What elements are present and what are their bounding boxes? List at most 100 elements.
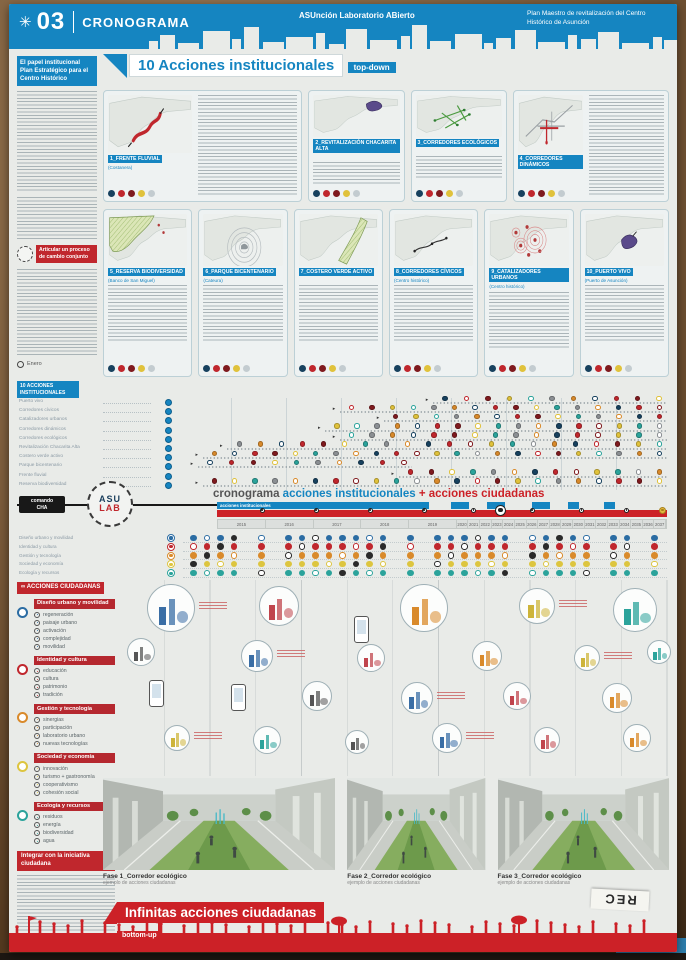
- legend-item: energía: [34, 821, 115, 829]
- gantt-node-icon: [434, 478, 440, 484]
- gantt-row-label: Costero verde activo: [19, 454, 63, 460]
- gantt-row-label: Corredores cívicos: [19, 408, 59, 414]
- legend-item-icon: [34, 814, 40, 821]
- gantt-row-label: Reserva biodiversidad: [19, 481, 67, 487]
- leader-line: [103, 439, 151, 441]
- year-label: 2017: [314, 520, 362, 528]
- gantt-node-icon: [362, 441, 368, 447]
- category-dot-icon: [413, 365, 421, 372]
- category-dot-icon: [323, 190, 331, 197]
- sidebar-badge-label: Articular un proceso de cambio conjunto: [36, 245, 97, 263]
- timeline-node-icon: [259, 507, 265, 513]
- gantt-node-icon: [369, 432, 375, 438]
- action-card-text: [198, 95, 298, 197]
- citizen-action-bubble: [503, 682, 531, 710]
- title-arrow-icon: [103, 902, 117, 924]
- gantt-node-icon: [348, 432, 355, 438]
- year-label: 2021: [469, 520, 480, 528]
- category-dot-icon: [325, 534, 333, 541]
- poster: ✳ 03 CRONOGRAMA ASUnción Laboratorio ABi…: [9, 4, 677, 952]
- gantt-node-icon: [635, 441, 641, 447]
- gantt-node-icon: [495, 423, 501, 429]
- legend-item-icon: [34, 668, 40, 675]
- person-silhouette: [563, 923, 567, 933]
- gantt-node-icon: [575, 413, 582, 420]
- gantt-node-icon: [656, 441, 662, 447]
- gantt-node-icon: [574, 432, 581, 438]
- category-dot-icon: [537, 190, 545, 197]
- category-lead-icon: [17, 663, 28, 675]
- legend-sidebar: ∞ ACCIONES CIUDADANAS Diseño urbano y mo…: [17, 582, 115, 952]
- year-label: 2018: [361, 520, 409, 528]
- legend-item-icon: [34, 732, 40, 739]
- person-silhouette: [591, 920, 595, 933]
- category-dot-icon: [447, 569, 455, 577]
- gantt-node-icon: [492, 404, 499, 411]
- year-label: 2028: [550, 520, 562, 528]
- category-dot-icon: [610, 543, 617, 550]
- gantt-node-icon: [596, 478, 602, 484]
- leader-line: [103, 421, 151, 423]
- category-dot-icon: [190, 552, 197, 559]
- gantt-row-label: Corredores dinámicos: [19, 426, 66, 432]
- category-dot-icon: [190, 543, 197, 550]
- gantt-node-icon: [299, 441, 305, 447]
- street-render-image: [347, 778, 486, 870]
- action-card-label: 8_CORREDORES CÍVICOS: [393, 268, 464, 277]
- citizen-action-bubble: [602, 683, 632, 713]
- category-dot-icon: [447, 560, 455, 568]
- year-label: 2037: [655, 520, 666, 528]
- gantt-node-icon: [488, 441, 494, 447]
- category-dot-icon: [258, 569, 265, 577]
- category-dot-icon: [298, 552, 306, 559]
- leader-line: [103, 403, 151, 404]
- category-dot-icon: [339, 552, 346, 559]
- citizen-action-bubble: [534, 727, 560, 753]
- category-track: [183, 543, 667, 552]
- gantt-node-icon: [528, 395, 534, 401]
- sidebar-paragraph: [17, 197, 97, 240]
- gantt-node-icon: [474, 478, 481, 484]
- category-dot-icon: [651, 569, 658, 577]
- gantt-node-icon: [494, 478, 501, 484]
- action-card-label: 5_RESERVA BIODIVERSIDAD: [108, 268, 185, 277]
- category-dot-icon: [614, 365, 622, 372]
- street-render-image: [103, 778, 336, 870]
- infinite-actions-badge: ∞ ACCIONES CIUDADANAS: [17, 582, 105, 594]
- category-lead-icon: [167, 569, 175, 578]
- comando-label: comando: [30, 498, 54, 504]
- category-dot-icon: [298, 365, 306, 372]
- category-dot-icon: [312, 534, 319, 541]
- category-dot-icon: [542, 534, 550, 541]
- gantt-node-icon: [373, 478, 380, 484]
- category-dot-icon: [258, 534, 265, 541]
- category-dot-icon: [318, 365, 326, 372]
- category-dot-icon: [379, 534, 387, 541]
- category-dot-icon: [203, 560, 211, 568]
- category-track: [183, 552, 667, 561]
- legend-item-label: participación: [43, 724, 73, 731]
- legend-item-label: agua: [43, 838, 55, 845]
- category-dot-icon: [547, 190, 555, 197]
- gantt-node-icon: [211, 450, 218, 457]
- institutional-actions-bar: acciones institucionales: [217, 502, 429, 509]
- gantt-node-icon: [333, 478, 339, 484]
- gantt-node-icon: [552, 469, 559, 475]
- legend-item-icon: [34, 822, 40, 829]
- category-dot-icon: [651, 560, 658, 568]
- gantt-node-icon: [333, 450, 339, 457]
- category-dot-icons: [313, 190, 399, 197]
- gantt-node-icon: [414, 423, 421, 429]
- gantt-node-icon: [533, 432, 540, 438]
- person-silhouette: [614, 922, 618, 933]
- action-card-subtitle: (Puerto de Asunción): [584, 278, 628, 284]
- bubble-caption-text: [437, 692, 465, 701]
- person-silhouette: [577, 925, 581, 933]
- legend-item-icon: [34, 692, 40, 699]
- gantt-node-icon: [341, 441, 347, 447]
- category-dot-icon: [128, 365, 135, 372]
- category-dot-icon: [312, 560, 319, 568]
- gantt-node-icon: [555, 450, 562, 457]
- gantt-rows: Puerto vivo ▸ Corredores cívicos ▸ Cataliz…: [17, 395, 669, 490]
- gantt-node-icon: [485, 395, 491, 401]
